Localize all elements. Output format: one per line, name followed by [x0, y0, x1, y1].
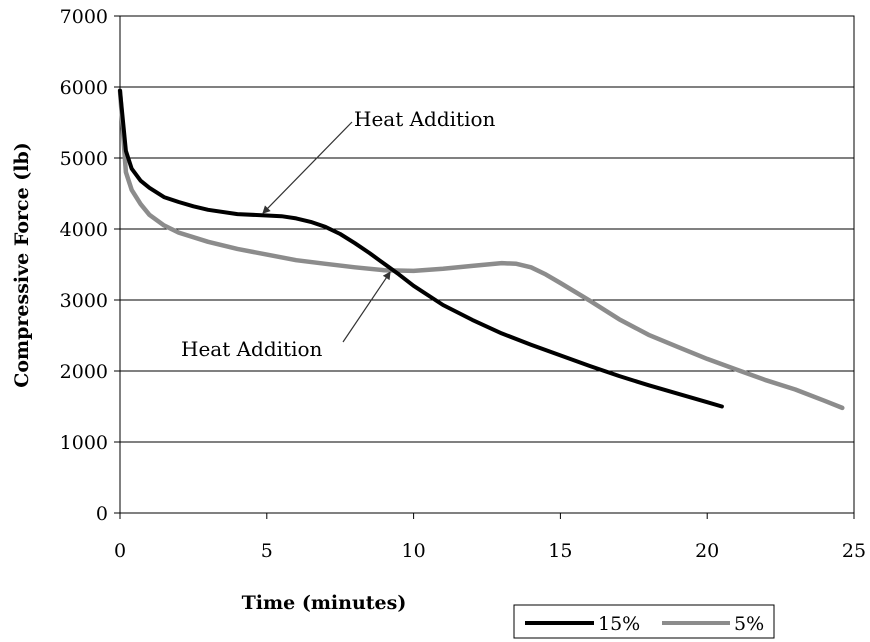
y-tick-label: 4000 — [60, 219, 108, 241]
x-tick-label: 15 — [548, 540, 572, 562]
legend-label-5: 5% — [734, 613, 764, 635]
annotation-label-2: Heat Addition — [181, 337, 323, 361]
y-axis-title: Compressive Force (lb) — [11, 142, 33, 388]
legend: 15% 5% — [514, 605, 774, 638]
x-tick-label: 0 — [114, 540, 126, 562]
y-axis-ticks: 0 1000 2000 3000 4000 5000 6000 7000 — [60, 6, 120, 525]
y-tick-label: 0 — [96, 503, 108, 525]
x-tick-label: 20 — [695, 540, 719, 562]
x-axis-ticks: 0 5 10 15 20 25 — [114, 513, 866, 562]
y-tick-label: 7000 — [60, 6, 108, 28]
y-tick-label: 6000 — [60, 77, 108, 99]
x-tick-label: 10 — [402, 540, 426, 562]
legend-label-15: 15% — [598, 613, 640, 635]
x-axis-title: Time (minutes) — [242, 592, 407, 614]
x-tick-label: 5 — [261, 540, 273, 562]
x-tick-label: 25 — [842, 540, 866, 562]
y-tick-label: 2000 — [60, 361, 108, 383]
y-tick-label: 5000 — [60, 148, 108, 170]
y-tick-label: 1000 — [60, 432, 108, 454]
y-tick-label: 3000 — [60, 290, 108, 312]
annotation-label-1: Heat Addition — [354, 107, 496, 131]
